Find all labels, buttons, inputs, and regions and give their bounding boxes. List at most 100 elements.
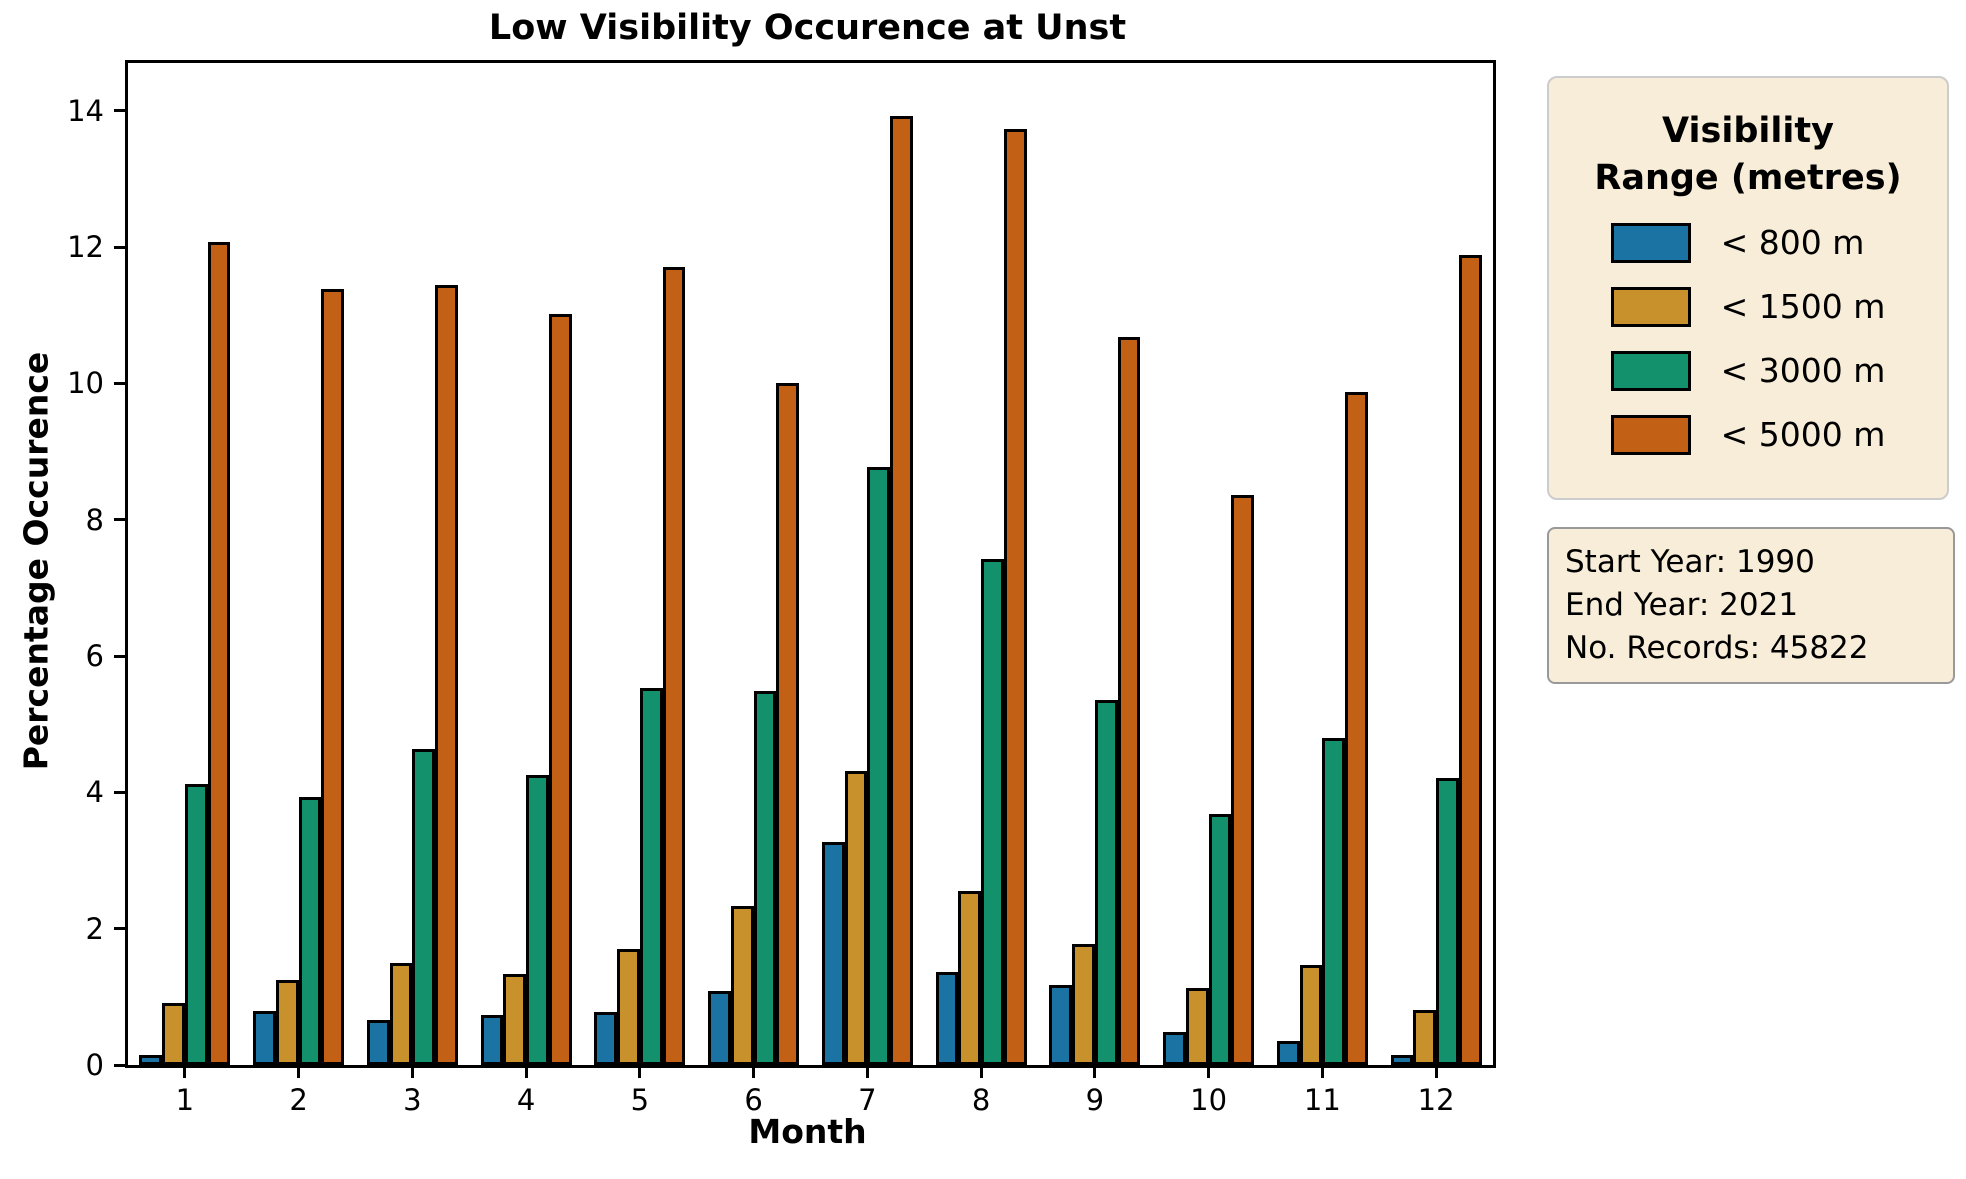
- x-tick-mark-1: [183, 1065, 187, 1078]
- legend-row-5000-m: < 5000 m: [1610, 412, 1886, 457]
- bar-month4-1500-m: [503, 973, 527, 1065]
- x-tick-label-9: 9: [1085, 1083, 1105, 1117]
- y-tick-mark-8: [114, 518, 128, 522]
- x-tick-label-2: 2: [289, 1083, 308, 1117]
- x-tick-mark-12: [1434, 1065, 1438, 1078]
- x-tick-label-12: 12: [1417, 1083, 1455, 1117]
- legend-title-line2: Range (metres): [1594, 158, 1902, 198]
- x-tick-mark-5: [638, 1065, 642, 1078]
- x-tick-label-4: 4: [516, 1083, 536, 1117]
- bar-month3-1500-m: [389, 963, 413, 1065]
- y-tick-label-2: 2: [85, 911, 104, 946]
- bar-month2-1500-m: [275, 979, 299, 1065]
- bar-month4-5000-m: [548, 313, 572, 1065]
- bar-month5-3000-m: [639, 688, 663, 1065]
- x-tick-mark-11: [1320, 1065, 1324, 1078]
- bar-month1-3000-m: [184, 784, 208, 1065]
- x-tick-mark-6: [752, 1065, 756, 1078]
- bar-month4-3000-m: [526, 775, 549, 1065]
- bar-month12-800-m: [1390, 1055, 1414, 1065]
- bar-month7-3000-m: [867, 466, 891, 1065]
- y-tick-mark-10: [114, 381, 128, 385]
- bar-month2-5000-m: [321, 288, 345, 1065]
- x-tick-mark-2: [297, 1065, 301, 1078]
- bar-month8-1500-m: [958, 891, 982, 1065]
- bar-month4-800-m: [480, 1014, 504, 1065]
- chart-title: Low Visibility Occurence at Unst: [488, 8, 1127, 48]
- y-tick-label-0: 0: [85, 1048, 104, 1082]
- bar-month10-1500-m: [1185, 987, 1209, 1065]
- bar-month12-1500-m: [1413, 1010, 1437, 1065]
- legend-box: Visibility Range (metres) < 800 m < 1500 …: [1547, 76, 1949, 500]
- bar-month11-800-m: [1276, 1041, 1300, 1065]
- bar-month8-3000-m: [981, 559, 1004, 1065]
- bar-month6-5000-m: [776, 383, 800, 1065]
- y-tick-mark-6: [114, 654, 128, 658]
- y-tick-mark-14: [114, 109, 128, 113]
- legend-row-1500-m: < 1500 m: [1610, 284, 1886, 329]
- bar-month6-1500-m: [730, 905, 754, 1065]
- x-tick-label-5: 5: [630, 1083, 650, 1117]
- x-tick-mark-4: [524, 1065, 528, 1078]
- x-tick-label-1: 1: [175, 1083, 195, 1117]
- bar-month11-3000-m: [1322, 737, 1346, 1065]
- y-tick-label-8: 8: [85, 502, 104, 537]
- bar-month6-3000-m: [753, 691, 777, 1065]
- legend-swatch-800-m: [1610, 222, 1691, 263]
- bar-month5-800-m: [594, 1011, 618, 1065]
- legend-label-1500-m: < 1500 m: [1720, 287, 1886, 326]
- bar-month7-1500-m: [844, 771, 868, 1065]
- legend-swatch-3000-m: [1610, 350, 1691, 391]
- legend-swatch-5000-m: [1610, 414, 1691, 455]
- bar-month8-5000-m: [1003, 129, 1027, 1065]
- legend-swatch-1500-m: [1610, 286, 1691, 327]
- y-tick-label-4: 4: [85, 775, 104, 810]
- bar-month7-800-m: [821, 842, 845, 1065]
- bar-month12-5000-m: [1458, 254, 1482, 1065]
- y-tick-label-6: 6: [85, 639, 104, 674]
- x-axis-label: Month: [748, 1112, 867, 1151]
- bar-month9-1500-m: [1072, 943, 1095, 1065]
- bar-month1-5000-m: [207, 242, 231, 1065]
- plot-area: 0 2 4 6 8 10 12 14 1 2 3 4 5 6 7 8 9 10 11 12: [67, 60, 1496, 1117]
- y-tick-mark-4: [114, 790, 128, 794]
- legend-row-800-m: < 800 m: [1610, 220, 1886, 265]
- legend-label-5000-m: < 5000 m: [1720, 415, 1886, 454]
- bar-month10-800-m: [1163, 1032, 1186, 1065]
- bar-month10-5000-m: [1231, 495, 1255, 1065]
- bar-month9-800-m: [1049, 985, 1073, 1065]
- bar-month9-3000-m: [1094, 699, 1118, 1065]
- bar-month5-1500-m: [617, 949, 640, 1065]
- legend-entries: < 800 m < 1500 m < 3000 m < 5000 m: [1610, 220, 1886, 476]
- bar-month11-5000-m: [1345, 392, 1368, 1065]
- bar-month3-5000-m: [435, 284, 458, 1065]
- x-tick-label-8: 8: [971, 1083, 991, 1117]
- bar-month1-1500-m: [162, 1002, 185, 1065]
- x-tick-label-11: 11: [1303, 1083, 1341, 1117]
- bar-month6-800-m: [708, 991, 731, 1065]
- x-tick-mark-9: [1093, 1065, 1097, 1078]
- info-end-year: End Year: 2021: [1565, 587, 1799, 623]
- bar-month12-3000-m: [1436, 778, 1459, 1065]
- x-tick-label-3: 3: [403, 1083, 422, 1117]
- y-tick-label-10: 10: [67, 366, 104, 401]
- legend-row-3000-m: < 3000 m: [1610, 348, 1885, 393]
- y-tick-mark-0: [114, 1063, 128, 1067]
- y-tick-mark-12: [114, 245, 128, 249]
- bar-month2-3000-m: [298, 797, 322, 1065]
- x-tick-label-6: 6: [744, 1083, 763, 1117]
- y-tick-label-12: 12: [67, 230, 104, 265]
- y-tick-label-14: 14: [67, 93, 104, 128]
- x-tick-mark-3: [410, 1065, 414, 1078]
- bar-month3-3000-m: [412, 748, 436, 1065]
- bar-month8-800-m: [935, 972, 959, 1065]
- bar-month9-5000-m: [1117, 337, 1141, 1065]
- legend-label-800-m: < 800 m: [1720, 223, 1865, 262]
- x-tick-mark-10: [1207, 1065, 1211, 1078]
- x-tick-mark-8: [979, 1065, 983, 1078]
- bar-month11-1500-m: [1299, 965, 1323, 1065]
- x-tick-label-10: 10: [1190, 1083, 1228, 1117]
- bar-month2-800-m: [253, 1011, 276, 1065]
- x-tick-label-7: 7: [858, 1083, 877, 1117]
